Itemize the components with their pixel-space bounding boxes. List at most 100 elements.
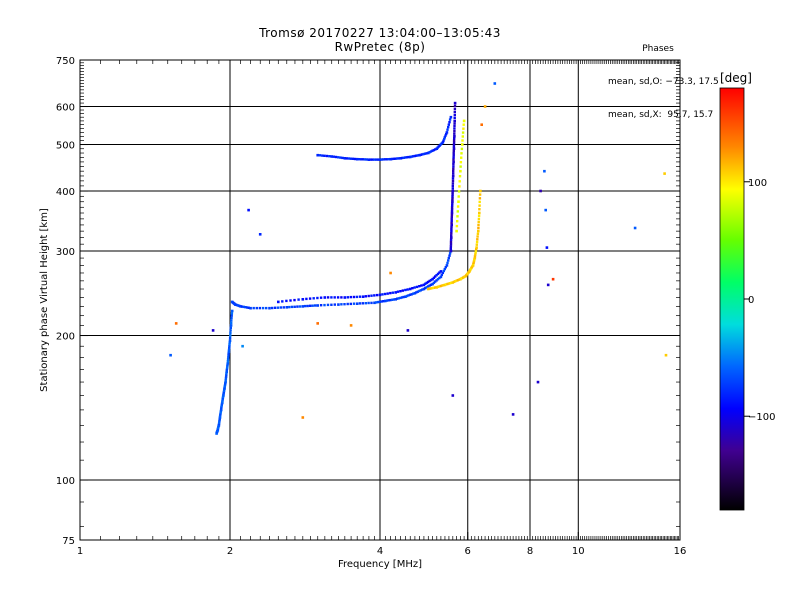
trace-point	[447, 126, 450, 129]
trace-point	[451, 182, 455, 185]
trace-point	[399, 296, 402, 300]
trace-point	[444, 134, 447, 137]
data-points	[169, 82, 668, 435]
trace-point	[337, 303, 340, 306]
trace-point	[438, 271, 441, 274]
trace-point	[416, 290, 419, 293]
trace-point	[358, 295, 362, 298]
trace-point	[394, 298, 397, 301]
trace-point	[453, 119, 456, 123]
trace-point	[458, 180, 461, 183]
trace-point	[461, 135, 464, 138]
trace-o-cusp	[449, 101, 457, 253]
trace-point	[246, 306, 249, 309]
trace-point	[319, 296, 323, 299]
trace-point	[436, 285, 440, 288]
trace-point	[394, 291, 397, 294]
trace-point	[442, 269, 445, 273]
trace-point	[426, 285, 430, 288]
trace-point	[461, 143, 464, 146]
trace-point	[225, 369, 228, 372]
trace-point	[432, 276, 436, 279]
trace-point	[418, 289, 421, 293]
scatter-point	[451, 394, 455, 397]
scatter-point	[301, 416, 305, 419]
trace-point	[452, 149, 455, 152]
trace-point	[340, 296, 343, 299]
trace-point	[450, 211, 454, 215]
trace-point	[404, 156, 407, 159]
trace-point	[343, 157, 347, 160]
trace-point	[415, 285, 419, 289]
trace-point	[460, 152, 463, 155]
trace-point	[217, 424, 221, 427]
trace-point	[304, 304, 307, 308]
trace-point	[459, 161, 463, 164]
scatter-point	[406, 329, 410, 332]
trace-point	[349, 302, 352, 306]
y-tick-label: 500	[56, 141, 75, 152]
trace-point	[402, 156, 405, 159]
trace-point	[227, 348, 231, 352]
trace-point	[445, 131, 449, 134]
trace-point	[439, 275, 443, 279]
trace-point	[281, 300, 284, 303]
trace-point	[355, 295, 359, 299]
scatter-point	[543, 169, 546, 173]
trace-point	[239, 305, 242, 308]
trace-point	[440, 284, 444, 287]
x-tick-label: 2	[227, 546, 233, 557]
trace-point	[462, 119, 466, 123]
trace-point	[277, 300, 280, 304]
trace-point	[367, 158, 371, 161]
trace-point	[452, 167, 455, 170]
trace-point	[451, 193, 454, 196]
trace-point	[421, 153, 424, 156]
trace-point	[478, 200, 481, 204]
trace-point	[289, 299, 292, 302]
trace-point	[223, 387, 226, 390]
trace-point	[431, 149, 434, 152]
trace-point	[408, 287, 412, 291]
trace-point	[364, 302, 367, 305]
scatter-point	[633, 226, 637, 230]
trace-point	[451, 179, 455, 183]
trace-point	[228, 346, 231, 350]
trace-point	[450, 232, 453, 235]
trace-point	[452, 172, 455, 175]
trace-point	[457, 195, 460, 198]
trace-point	[419, 153, 422, 156]
trace-o-lower	[230, 249, 453, 310]
trace-point	[474, 249, 478, 253]
scatter-point	[174, 322, 178, 325]
scatter-point	[316, 322, 319, 325]
trace-point	[476, 235, 479, 238]
trace-point	[228, 343, 231, 346]
trace-point	[428, 279, 431, 283]
trace-point	[301, 298, 305, 301]
trace-point	[364, 295, 367, 298]
trace-point	[282, 306, 285, 309]
trace-point	[425, 286, 428, 289]
trace-point	[456, 215, 459, 218]
trace-point	[405, 294, 409, 298]
trace-point	[371, 158, 374, 161]
x-tick-label: 1	[77, 546, 83, 557]
trace-point	[373, 158, 376, 161]
trace-point	[218, 420, 221, 423]
trace-x-trace	[427, 189, 482, 291]
trace-point	[453, 110, 456, 114]
trace-point	[449, 249, 453, 253]
trace-point	[229, 331, 232, 335]
trace-point	[416, 154, 419, 157]
trace-point	[346, 296, 349, 299]
trace-point	[357, 158, 361, 161]
trace-o-lower-upper	[277, 270, 443, 304]
trace-point	[474, 251, 477, 254]
trace-point	[343, 303, 346, 306]
x-tick-label: 4	[377, 546, 383, 557]
trace-point	[448, 118, 452, 121]
phase-stats-heading: Phases	[642, 44, 674, 54]
trace-point	[385, 158, 389, 161]
trace-point	[453, 132, 456, 135]
